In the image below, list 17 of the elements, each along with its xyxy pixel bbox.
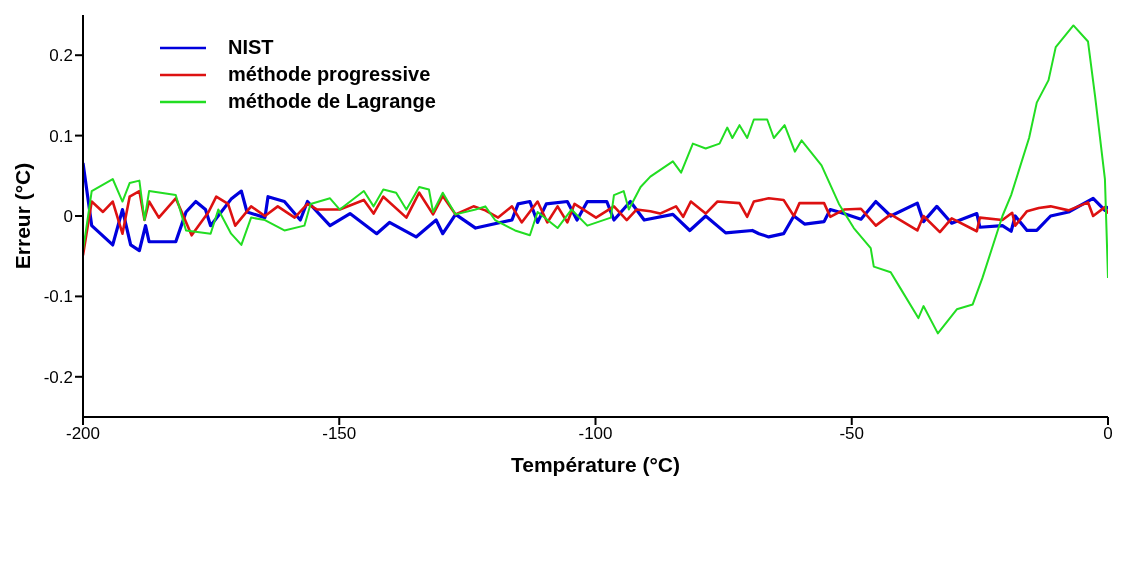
x-tick-label: -150 bbox=[322, 424, 357, 444]
line-series bbox=[83, 24, 1108, 335]
y-tick-label: -0.1 bbox=[43, 287, 73, 307]
y-tick-label: 0.2 bbox=[49, 46, 73, 66]
legend-label: méthode de Lagrange bbox=[228, 90, 436, 113]
y-tick-label: 0.1 bbox=[49, 126, 73, 146]
x-tick-label: -200 bbox=[65, 424, 101, 444]
legend-label: NIST bbox=[228, 36, 274, 59]
y-tick-label: 0 bbox=[63, 207, 73, 227]
x-tick-label: -100 bbox=[578, 424, 613, 444]
x-tick-label: -50 bbox=[839, 424, 865, 444]
y-axis-title: Erreur (°C) bbox=[11, 162, 35, 270]
x-axis-title: Température (°C) bbox=[510, 453, 681, 476]
legend-label: méthode progressive bbox=[228, 63, 431, 86]
line-series bbox=[83, 189, 1108, 257]
x-tick-label: 0 bbox=[1103, 424, 1113, 444]
y-tick-label: -0.2 bbox=[43, 367, 73, 387]
